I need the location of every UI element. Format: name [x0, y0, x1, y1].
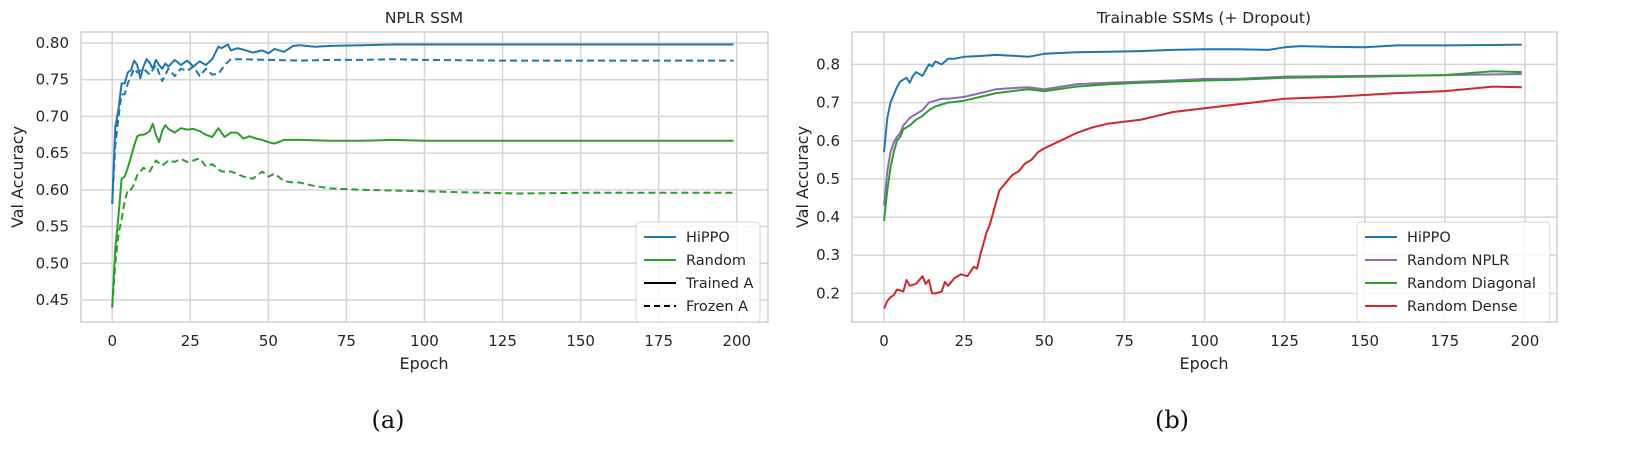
y-tick-label: 0.7 — [816, 94, 840, 112]
y-tick-label: 0.55 — [36, 218, 69, 236]
x-tick-label: 200 — [722, 332, 751, 350]
gridlines-b — [852, 32, 1557, 322]
series-line — [883, 43, 1522, 153]
legend-box — [1356, 221, 1551, 323]
caption-b: (b) — [1155, 406, 1189, 434]
x-axis-label-a: Epoch — [400, 354, 449, 373]
x-tick-label: 200 — [1511, 332, 1540, 350]
x-tick-label: 175 — [1431, 332, 1460, 350]
chart-title-b: Trainable SSMs (+ Dropout) — [1096, 9, 1311, 27]
x-tick-label: 125 — [1270, 332, 1299, 350]
x-tick-label: 50 — [1035, 332, 1054, 350]
series-line — [111, 58, 734, 204]
y-tick-label: 0.65 — [36, 144, 69, 162]
x-tick-label: 125 — [488, 332, 517, 350]
x-tick-label: 175 — [644, 332, 673, 350]
chart-title-a: NPLR SSM — [385, 9, 463, 27]
x-tick-label: 25 — [181, 332, 200, 350]
y-axis-label-b: Val Accuracy — [793, 126, 812, 228]
x-tick-label: 100 — [1190, 332, 1219, 350]
x-tick-label: 25 — [955, 332, 974, 350]
legend-label: Random Diagonal — [1407, 276, 1536, 292]
legend-box — [635, 221, 761, 323]
y-tick-label: 0.70 — [36, 107, 69, 125]
x-tick-label: 50 — [259, 332, 278, 350]
y-tick-labels-b: 0.2 0.3 0.4 0.5 0.6 0.7 0.8 — [816, 55, 840, 302]
y-tick-label: 0.60 — [36, 181, 69, 199]
x-axis-label-b: Epoch — [1180, 354, 1229, 373]
y-tick-labels-a: 0.45 0.50 0.55 0.60 0.65 0.70 0.75 0.80 — [36, 34, 69, 309]
x-tick-label: 150 — [1350, 332, 1379, 350]
y-tick-label: 0.80 — [36, 34, 69, 52]
legend-label: HiPPO — [686, 230, 730, 246]
y-tick-label: 0.5 — [816, 170, 840, 188]
legend-b: HiPPO Random NPLR Random Diagonal Random De… — [1356, 221, 1551, 323]
y-tick-label: 0.6 — [816, 132, 840, 150]
caption-a: (a) — [371, 406, 404, 434]
x-tick-label: 75 — [1115, 332, 1134, 350]
x-tick-labels-b: 0 25 50 75 100 125 150 175 200 — [879, 332, 1539, 350]
y-tick-label: 0.4 — [816, 208, 840, 226]
series-line — [883, 70, 1522, 222]
chart-panel-a: 0 25 50 75 100 125 150 175 200 0.450.500.550.600… — [8, 9, 769, 434]
x-tick-labels-a: 0 25 50 75 100 125 150 175 200 — [107, 332, 751, 350]
series-group-b — [883, 43, 1522, 309]
x-tick-label: 0 — [879, 332, 889, 350]
series-line — [883, 85, 1522, 309]
series-group-a — [111, 43, 734, 308]
legend-label: Trained A — [685, 276, 754, 292]
legend-label: Random — [686, 253, 746, 269]
y-axis-label-a: Val Accuracy — [8, 126, 27, 228]
x-tick-label: 150 — [566, 332, 595, 350]
legend-label: HiPPO — [1407, 230, 1451, 246]
y-tick-label: 0.3 — [816, 246, 840, 264]
legend-label: Random Dense — [1407, 299, 1517, 315]
gridlines-a — [81, 32, 768, 322]
y-tick-label: 0.75 — [36, 71, 69, 89]
x-tick-label: 100 — [410, 332, 439, 350]
y-tick-label: 0.50 — [36, 254, 69, 272]
series-line — [111, 43, 734, 204]
series-line — [111, 122, 734, 308]
y-tick-label: 0.8 — [816, 55, 840, 73]
legend-label: Frozen A — [686, 299, 748, 315]
x-tick-label: 75 — [337, 332, 356, 350]
series-line — [111, 157, 734, 308]
x-tick-label: 0 — [107, 332, 117, 350]
legend-label: Random NPLR — [1407, 253, 1509, 269]
series-line — [883, 73, 1522, 206]
y-tick-label: 0.2 — [816, 284, 840, 302]
chart-panel-b: 0 25 50 75 100 125 150 175 200 0.20.30.40.50.60.… — [793, 9, 1558, 434]
legend-a: HiPPO Random Trained A Frozen A — [635, 221, 761, 323]
y-tick-label: 0.45 — [36, 291, 69, 309]
